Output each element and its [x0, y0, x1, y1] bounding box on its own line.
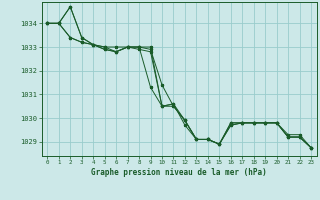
- X-axis label: Graphe pression niveau de la mer (hPa): Graphe pression niveau de la mer (hPa): [91, 168, 267, 177]
